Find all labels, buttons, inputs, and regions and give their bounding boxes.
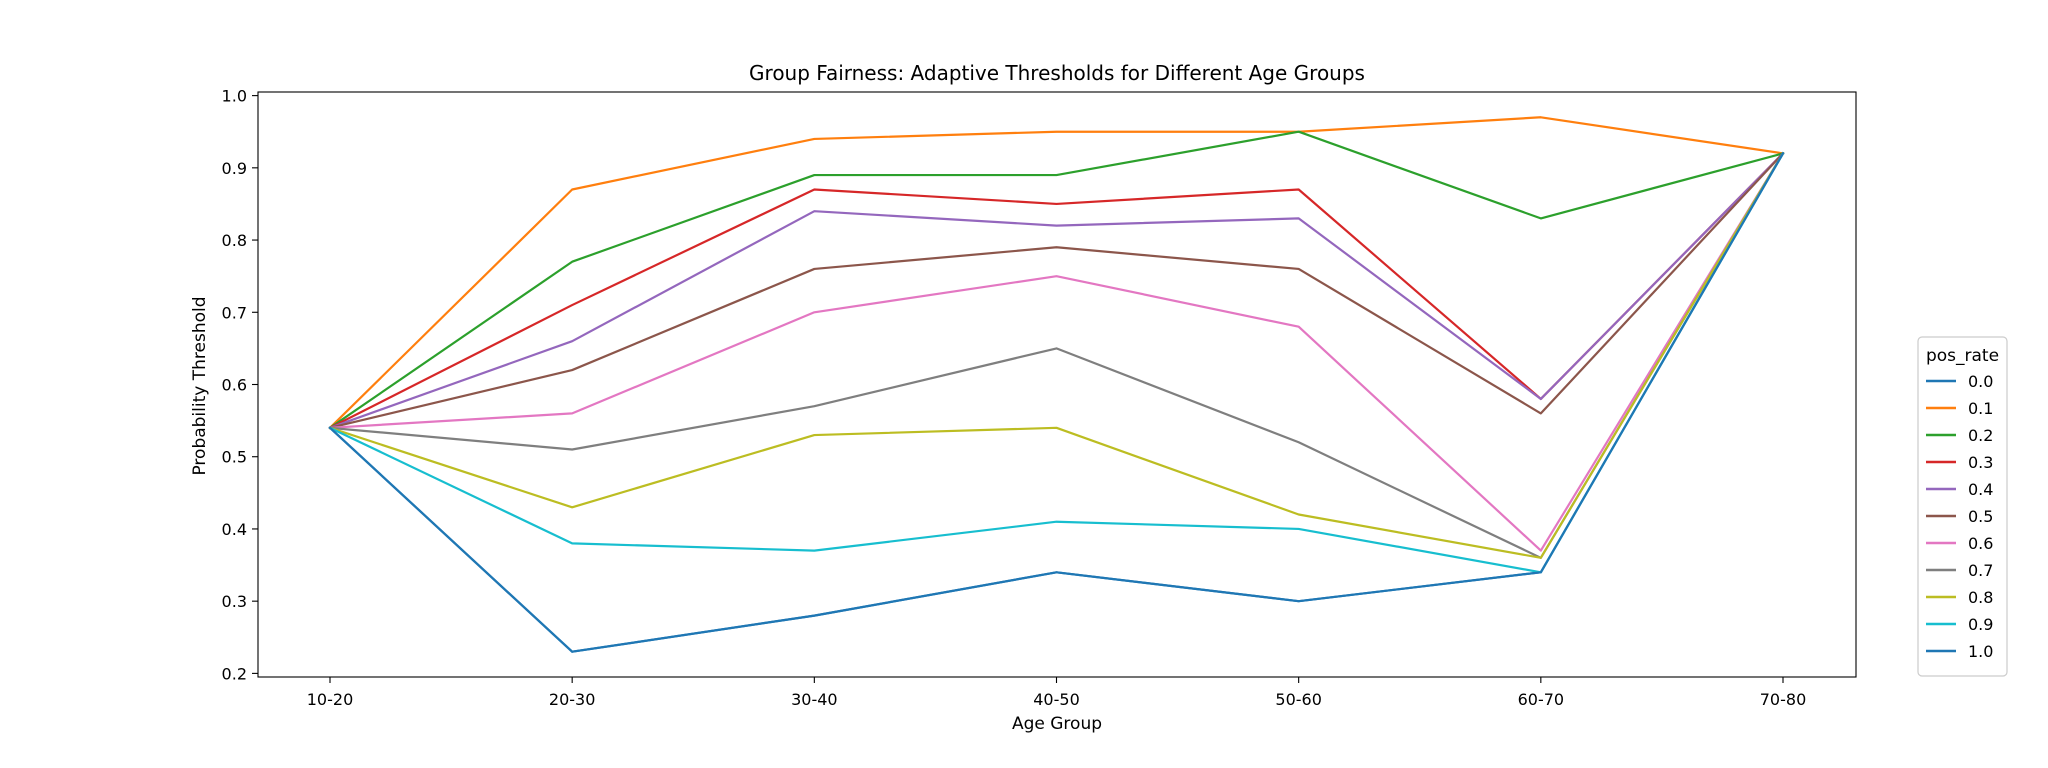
legend-label-0.7: 0.7 [1968, 561, 1993, 580]
x-tick-label: 50-60 [1275, 690, 1322, 709]
y-tick-label: 0.6 [222, 376, 247, 395]
series-line-0.8 [328, 151, 1785, 559]
x-tick-label: 30-40 [791, 690, 838, 709]
legend-label-0.2: 0.2 [1968, 426, 1993, 445]
chart-title: Group Fairness: Adaptive Thresholds for … [749, 61, 1365, 85]
series-layer [328, 116, 1785, 653]
x-tick-label: 20-30 [549, 690, 596, 709]
y-tick-label: 0.5 [222, 448, 247, 467]
y-tick-label: 0.4 [222, 520, 247, 539]
legend-label-0.8: 0.8 [1968, 588, 1993, 607]
x-tick-label: 10-20 [307, 690, 354, 709]
legend-label-0.3: 0.3 [1968, 453, 1993, 472]
y-tick-label: 0.3 [222, 592, 247, 611]
y-tick-label: 0.8 [222, 231, 247, 250]
x-axis-label: Age Group [1012, 714, 1102, 734]
series-line-0.1 [328, 116, 1785, 430]
legend-label-0.5: 0.5 [1968, 507, 1993, 526]
plot-frame [257, 91, 1857, 678]
y-tick-label: 0.2 [222, 664, 247, 683]
x-tick-label: 70-80 [1760, 690, 1807, 709]
y-tick-label: 1.0 [222, 87, 247, 106]
series-line-0.5 [328, 151, 1785, 430]
y-axis-label: Probability Threshold [190, 296, 210, 475]
legend-label-0.4: 0.4 [1968, 480, 1993, 499]
y-tick-label: 0.9 [222, 159, 247, 178]
series-line-0.0 [328, 151, 1785, 653]
x-tick-label: 40-50 [1033, 690, 1080, 709]
series-line-1.0 [328, 151, 1785, 653]
legend-box [1917, 336, 2008, 677]
series-line-0.6 [328, 151, 1785, 552]
y-tick-label: 0.7 [222, 303, 247, 322]
legend-label-0.1: 0.1 [1968, 399, 1993, 418]
series-line-0.2 [328, 130, 1785, 430]
legend-label-0.9: 0.9 [1968, 615, 1993, 634]
series-line-0.4 [328, 151, 1785, 430]
axes-layer: 0.2 0.3 0.4 0.5 0.6 0.7 0.8 0.9 1.0 10-20 20-30 30-… [222, 87, 1857, 709]
legend-title: pos_rate [1926, 346, 1999, 366]
legend: pos_rate 0.0 0.1 0.2 0.3 0.4 0.5 0.6 0.7 0.8 0.9 1.… [1917, 336, 2008, 677]
legend-label-0.6: 0.6 [1968, 534, 1993, 553]
legend-label-0.0: 0.0 [1968, 372, 1993, 391]
x-tick-label: 60-70 [1518, 690, 1565, 709]
legend-label-1.0: 1.0 [1968, 642, 1993, 661]
